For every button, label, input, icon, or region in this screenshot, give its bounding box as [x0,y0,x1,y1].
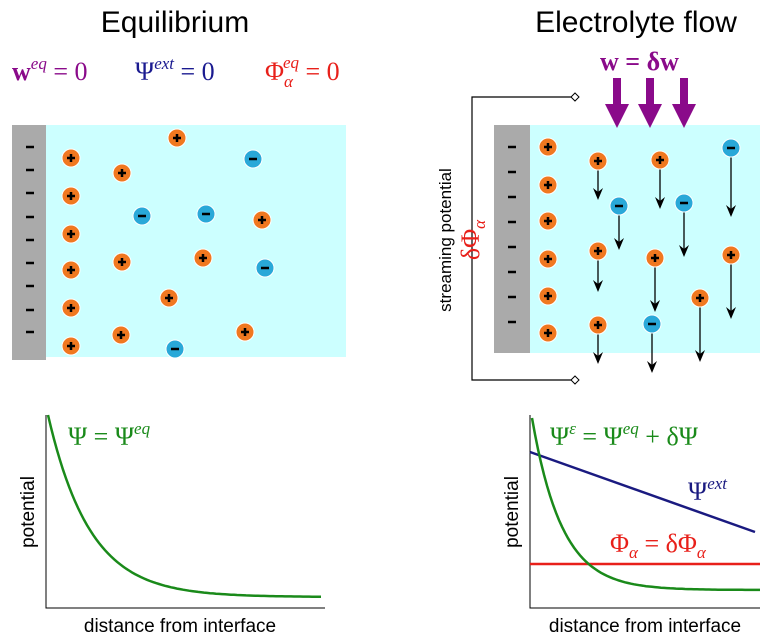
electrolyte [46,125,346,357]
flow-label: w = δw [600,47,679,76]
flow-arrow [605,104,629,128]
diagram: Equilibrium Electrolyte flow weq = 0 Ψex… [0,0,763,639]
y-label: potential [18,476,39,548]
panel-title: Electrolyte flow [535,6,737,39]
x-label: distance from interface [84,616,276,637]
wall [12,125,46,360]
curve-label: Ψε = Ψeq + δΨ [550,419,699,451]
equation: weq = 0 [12,54,88,86]
x-label: distance from interface [549,616,741,637]
curve-label: Φα = δΦα [610,529,707,562]
equation: Φαeq = 0 [265,53,340,91]
streaming-label: streaming potential [436,168,455,312]
y-label: potential [502,476,523,548]
flow-arrow [672,104,696,128]
wall [494,125,530,353]
curve-label: Ψ = Ψeq [68,419,151,451]
streaming-symbol: δΦα [456,219,489,260]
panel-title: Equilibrium [101,6,249,39]
equation: Ψext = 0 [135,54,215,86]
curve-label: Ψext [688,474,728,506]
flow-arrow [638,104,662,128]
